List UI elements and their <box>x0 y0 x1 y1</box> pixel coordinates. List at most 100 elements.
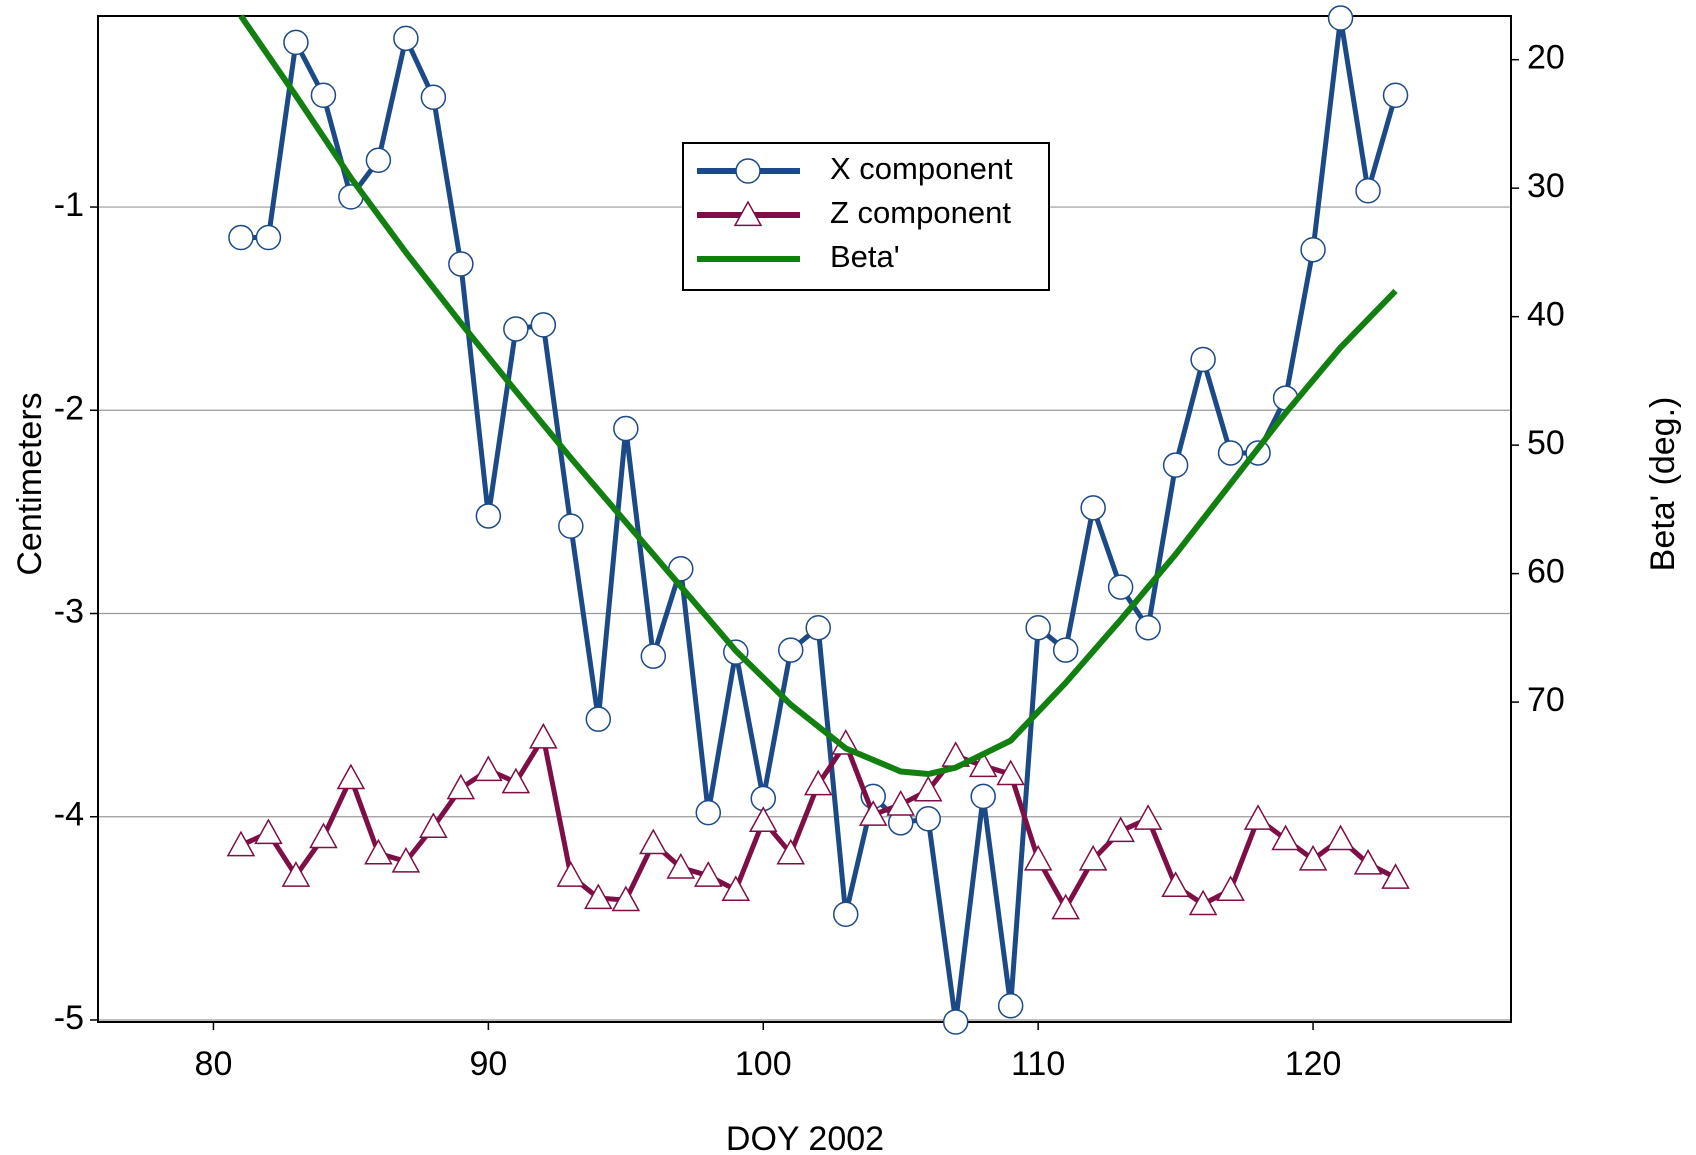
circle-marker <box>530 312 557 338</box>
circle-marker <box>310 82 337 109</box>
triangle-marker <box>748 806 778 832</box>
triangle-marker <box>364 838 393 865</box>
triangle-marker <box>721 875 751 902</box>
circle-marker <box>420 84 447 111</box>
triangle-marker <box>1188 889 1218 916</box>
triangle-marker <box>1106 816 1135 843</box>
circle-marker <box>558 513 584 539</box>
triangle-marker <box>254 818 283 845</box>
x-tick-label: 120 <box>1285 1045 1342 1083</box>
circle-marker <box>997 992 1024 1019</box>
triangle-marker <box>858 800 888 826</box>
legend-label: X component <box>830 151 1013 186</box>
triangle-marker <box>1381 863 1410 889</box>
circle-marker <box>448 251 474 277</box>
circle-marker <box>805 614 831 641</box>
triangle-marker <box>1023 844 1053 871</box>
legend-label: Beta' <box>830 239 900 274</box>
circle-marker <box>735 158 761 184</box>
y2-tick-label: 70 <box>1527 681 1565 719</box>
y-tick-label: -5 <box>54 999 84 1037</box>
triangle-marker <box>913 775 943 802</box>
circle-marker <box>393 25 419 52</box>
x-tick-label: 100 <box>735 1045 792 1083</box>
circle-marker <box>1135 614 1161 641</box>
circle-marker <box>503 316 529 342</box>
triangle-marker <box>419 812 448 839</box>
circle-marker <box>1327 5 1354 31</box>
triangle-marker <box>1243 804 1273 830</box>
triangle-marker <box>556 861 586 887</box>
series-line <box>239 734 1397 911</box>
triangle-marker <box>886 789 915 816</box>
triangle-marker <box>1051 893 1080 920</box>
triangle-marker <box>226 830 256 857</box>
circle-marker <box>970 783 996 810</box>
triangle-marker <box>639 828 668 855</box>
x-tick-label: 110 <box>1011 1045 1065 1083</box>
triangle-marker <box>1133 804 1163 830</box>
y-axis-label: Centimeters <box>11 392 49 575</box>
triangle-marker <box>584 883 613 910</box>
triangle-marker <box>1078 844 1108 871</box>
x-axis-label: DOY 2002 <box>726 1120 884 1155</box>
triangle-marker <box>733 200 763 227</box>
triangle-marker <box>1216 875 1245 902</box>
circle-marker <box>915 806 941 832</box>
circle-marker <box>1300 236 1326 263</box>
triangle-marker <box>474 755 503 782</box>
y2-tick-label: 40 <box>1527 296 1565 334</box>
triangle-marker <box>611 885 641 912</box>
circle-marker <box>1162 452 1189 478</box>
triangle-marker <box>529 722 558 749</box>
triangle-marker <box>281 861 311 887</box>
triangle-marker <box>1271 824 1300 851</box>
triangle-marker <box>776 838 806 865</box>
triangle-marker <box>996 759 1025 786</box>
legend: X component Z component Beta' <box>682 142 1050 291</box>
triangle-marker <box>803 769 833 796</box>
y2-tick-label: 50 <box>1527 424 1565 462</box>
triangle-marker <box>968 751 998 778</box>
triangle-marker <box>1353 848 1383 875</box>
triangle-marker <box>1161 871 1190 897</box>
circle-marker <box>613 415 639 442</box>
y-tick-label: -1 <box>54 186 84 224</box>
circle-marker <box>1190 346 1216 373</box>
triangle-marker <box>501 767 531 794</box>
x-tick-label: 90 <box>469 1045 507 1083</box>
triangle-marker <box>309 822 338 849</box>
circle-marker <box>1025 614 1051 641</box>
circle-marker <box>832 901 859 928</box>
triangle-marker <box>391 846 421 873</box>
circle-marker <box>365 147 392 174</box>
triangle-marker <box>1326 824 1355 851</box>
circle-marker <box>942 1009 969 1035</box>
triangle-marker <box>666 852 696 879</box>
y-tick-label: -4 <box>54 796 84 834</box>
circle-marker <box>1107 574 1134 600</box>
plot-frame <box>97 15 1512 1023</box>
y-tick-label: -3 <box>54 592 84 630</box>
circle-marker <box>1052 637 1079 663</box>
y2-tick-label: 30 <box>1527 167 1565 205</box>
circle-marker <box>640 643 667 669</box>
y2-tick-label: 60 <box>1527 553 1565 591</box>
circle-marker <box>1382 82 1409 109</box>
circle-marker <box>255 224 282 251</box>
circle-marker <box>228 224 254 251</box>
circle-marker <box>695 799 722 826</box>
circle-marker <box>1217 440 1244 466</box>
legend-label: Z component <box>830 195 1011 230</box>
circle-marker <box>1080 495 1106 521</box>
triangle-marker <box>446 773 476 800</box>
y2-tick-label: 20 <box>1527 39 1565 77</box>
circle-marker <box>283 29 309 56</box>
triangle-marker <box>336 763 366 790</box>
y-tick-label: -2 <box>54 389 84 427</box>
circle-marker <box>585 706 612 732</box>
series-line <box>238 14 1398 778</box>
triangle-marker <box>1298 844 1328 871</box>
circle-marker <box>475 503 502 529</box>
